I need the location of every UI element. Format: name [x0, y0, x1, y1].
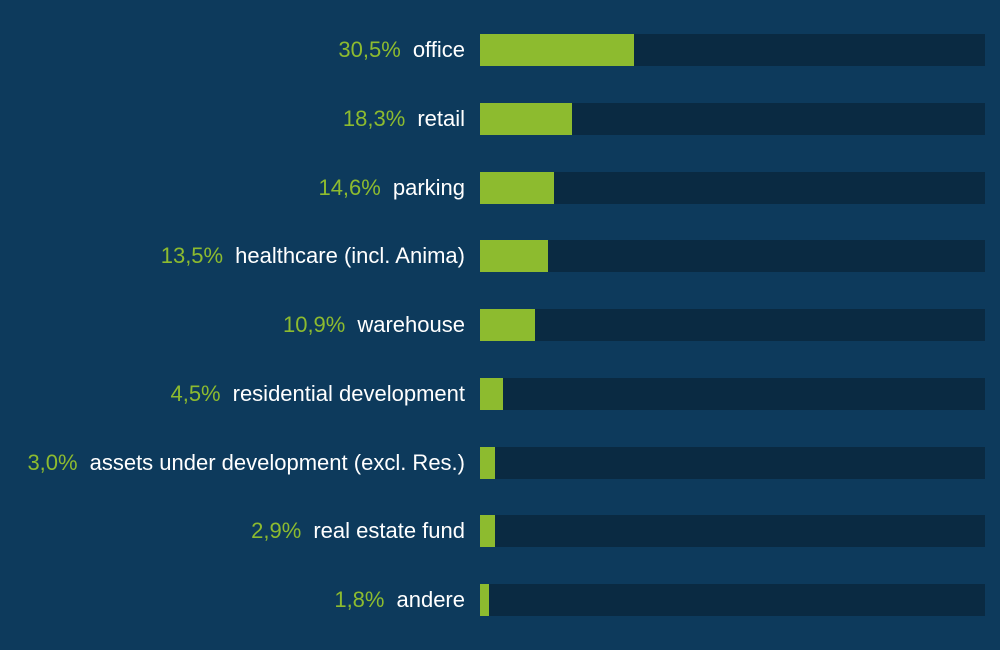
bar-track	[480, 584, 985, 616]
bar-percent: 30,5%	[338, 37, 400, 63]
bar-row: 4,5% residential development	[0, 369, 985, 419]
bar-row: 30,5% office	[0, 25, 985, 75]
bar-fill	[480, 447, 495, 479]
bar-row: 1,8% andere	[0, 575, 985, 625]
bar-row: 2,9% real estate fund	[0, 506, 985, 556]
bar-label-section: 18,3% retail	[0, 106, 480, 132]
bar-category: retail	[417, 106, 465, 132]
bar-track	[480, 515, 985, 547]
bar-percent: 10,9%	[283, 312, 345, 338]
bar-chart: 30,5% office 18,3% retail 14,6% parking …	[0, 0, 1000, 650]
bar-fill	[480, 172, 554, 204]
bar-label-section: 3,0% assets under development (excl. Res…	[0, 450, 480, 476]
bar-percent: 18,3%	[343, 106, 405, 132]
bar-track	[480, 172, 985, 204]
bar-label-section: 30,5% office	[0, 37, 480, 63]
bar-category: warehouse	[357, 312, 465, 338]
bar-fill	[480, 103, 572, 135]
bar-label-section: 10,9% warehouse	[0, 312, 480, 338]
bar-category: andere	[396, 587, 465, 613]
bar-percent: 3,0%	[27, 450, 77, 476]
bar-label-section: 14,6% parking	[0, 175, 480, 201]
bar-category: residential development	[233, 381, 465, 407]
bar-label-section: 1,8% andere	[0, 587, 480, 613]
bar-row: 18,3% retail	[0, 94, 985, 144]
bar-track	[480, 447, 985, 479]
bar-percent: 14,6%	[318, 175, 380, 201]
bar-fill	[480, 378, 503, 410]
bar-category: assets under development (excl. Res.)	[90, 450, 465, 476]
bar-row: 13,5% healthcare (incl. Anima)	[0, 231, 985, 281]
bar-category: office	[413, 37, 465, 63]
bar-track	[480, 103, 985, 135]
bar-label-section: 4,5% residential development	[0, 381, 480, 407]
bar-fill	[480, 34, 634, 66]
bar-track	[480, 34, 985, 66]
bar-percent: 13,5%	[161, 243, 223, 269]
bar-row: 3,0% assets under development (excl. Res…	[0, 438, 985, 488]
bar-percent: 2,9%	[251, 518, 301, 544]
bar-percent: 1,8%	[334, 587, 384, 613]
bar-fill	[480, 515, 495, 547]
bar-track	[480, 378, 985, 410]
bar-row: 14,6% parking	[0, 163, 985, 213]
bar-category: healthcare (incl. Anima)	[235, 243, 465, 269]
bar-row: 10,9% warehouse	[0, 300, 985, 350]
bar-category: real estate fund	[313, 518, 465, 544]
bar-percent: 4,5%	[170, 381, 220, 407]
bar-label-section: 2,9% real estate fund	[0, 518, 480, 544]
bar-track	[480, 240, 985, 272]
bar-category: parking	[393, 175, 465, 201]
bar-fill	[480, 584, 489, 616]
bar-fill	[480, 240, 548, 272]
bar-fill	[480, 309, 535, 341]
bar-label-section: 13,5% healthcare (incl. Anima)	[0, 243, 480, 269]
bar-track	[480, 309, 985, 341]
